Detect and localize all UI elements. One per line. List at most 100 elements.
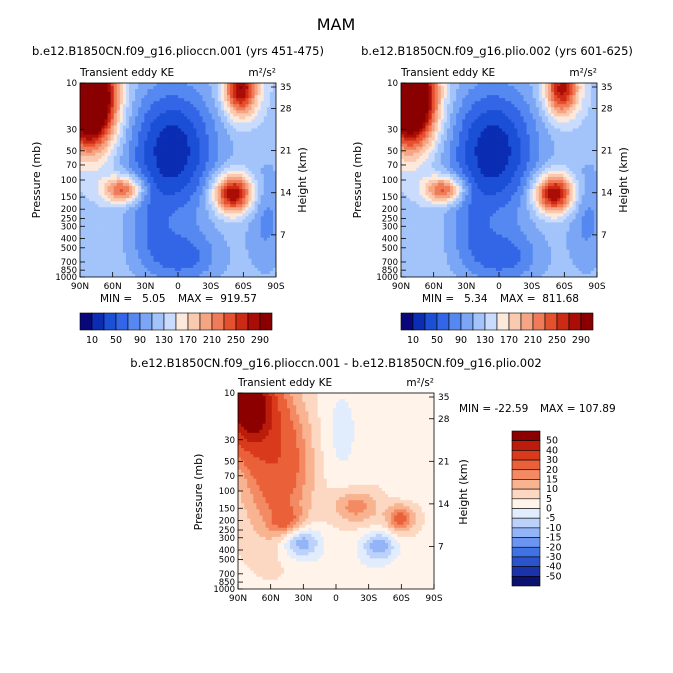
field-cell <box>138 180 142 184</box>
field-cell <box>156 122 161 126</box>
field-cell <box>202 128 206 132</box>
field-cell <box>181 104 185 108</box>
field-cell <box>242 137 246 141</box>
field-cell <box>168 146 173 151</box>
field-cell <box>227 258 231 263</box>
field-cell <box>86 255 90 260</box>
field-cell <box>122 228 127 232</box>
field-cell <box>89 140 93 145</box>
field-cell <box>113 116 118 120</box>
field-cell <box>190 101 194 105</box>
field-cell <box>129 198 133 202</box>
field-cell <box>162 119 167 123</box>
field-cell <box>453 101 457 105</box>
field-cell <box>443 89 448 93</box>
field-cell <box>132 122 136 126</box>
field-cell <box>125 198 130 202</box>
field-cell <box>217 237 222 242</box>
field-cell <box>257 213 262 217</box>
field-cell <box>107 216 112 220</box>
field-cell <box>223 83 228 87</box>
field-cell <box>168 261 173 266</box>
field-cell <box>236 128 240 132</box>
field-cell <box>230 261 234 266</box>
field-cell <box>95 180 99 184</box>
field-cell <box>217 167 222 172</box>
field-cell <box>230 122 234 126</box>
field-cell <box>254 231 259 235</box>
field-cell <box>80 201 84 205</box>
field-cell <box>508 101 512 105</box>
field-cell <box>257 270 262 275</box>
field-cell <box>147 273 151 277</box>
field-cell <box>202 243 206 248</box>
field-cell <box>86 243 90 248</box>
field-cell <box>245 146 249 151</box>
field-cell <box>269 189 274 193</box>
field-cell <box>236 167 240 172</box>
field-cell <box>236 234 240 238</box>
field-cell <box>95 107 99 111</box>
field-cell <box>153 122 157 126</box>
field-cell <box>178 98 182 102</box>
field-cell <box>147 119 151 123</box>
field-cell <box>129 167 133 172</box>
field-cell <box>230 243 234 248</box>
field-cell <box>526 101 531 105</box>
field-cell <box>434 110 439 114</box>
field-cell <box>113 137 118 141</box>
field-cell <box>272 95 276 99</box>
field-cell <box>116 104 121 108</box>
field-cell <box>122 258 127 263</box>
field-cell <box>116 270 121 275</box>
field-cell <box>257 143 262 148</box>
field-cell <box>499 86 503 90</box>
field-cell <box>233 176 237 181</box>
field-cell <box>144 131 148 135</box>
field-cell <box>187 192 191 196</box>
field-cell <box>92 107 96 111</box>
field-cell <box>557 116 561 120</box>
field-cell <box>168 246 173 251</box>
field-cell <box>144 98 148 102</box>
field-cell <box>227 137 231 141</box>
field-cell <box>505 104 509 108</box>
field-cell <box>569 83 573 87</box>
field-cell <box>541 110 546 114</box>
field-cell <box>541 95 546 99</box>
field-cell <box>190 273 194 277</box>
field-cell <box>199 264 203 269</box>
field-cell <box>223 134 228 138</box>
field-cell <box>260 146 265 151</box>
field-cell <box>230 104 234 108</box>
field-cell <box>132 161 136 166</box>
field-cell <box>162 110 167 114</box>
field-cell <box>190 158 194 163</box>
field-cell <box>223 152 228 157</box>
field-cell <box>202 207 206 211</box>
field-cell <box>202 249 206 254</box>
field-cell <box>147 234 151 238</box>
field-cell <box>529 116 534 120</box>
field-cell <box>98 216 102 220</box>
field-cell <box>122 89 127 93</box>
field-cell <box>159 92 164 96</box>
field-cell <box>95 176 99 181</box>
field-cell <box>165 237 170 242</box>
field-cell <box>578 107 583 111</box>
field-cell <box>129 186 133 190</box>
field-cell <box>104 234 108 238</box>
field-cell <box>119 158 124 163</box>
field-cell <box>446 89 451 93</box>
field-cell <box>554 89 558 93</box>
field-cell <box>95 143 99 148</box>
field-cell <box>174 128 179 132</box>
field-cell <box>178 137 182 141</box>
field-cell <box>428 104 433 108</box>
field-cell <box>181 243 185 248</box>
field-cell <box>144 176 148 181</box>
field-cell <box>468 107 472 111</box>
field-cell <box>208 198 213 202</box>
field-cell <box>428 101 433 105</box>
field-cell <box>86 119 90 123</box>
